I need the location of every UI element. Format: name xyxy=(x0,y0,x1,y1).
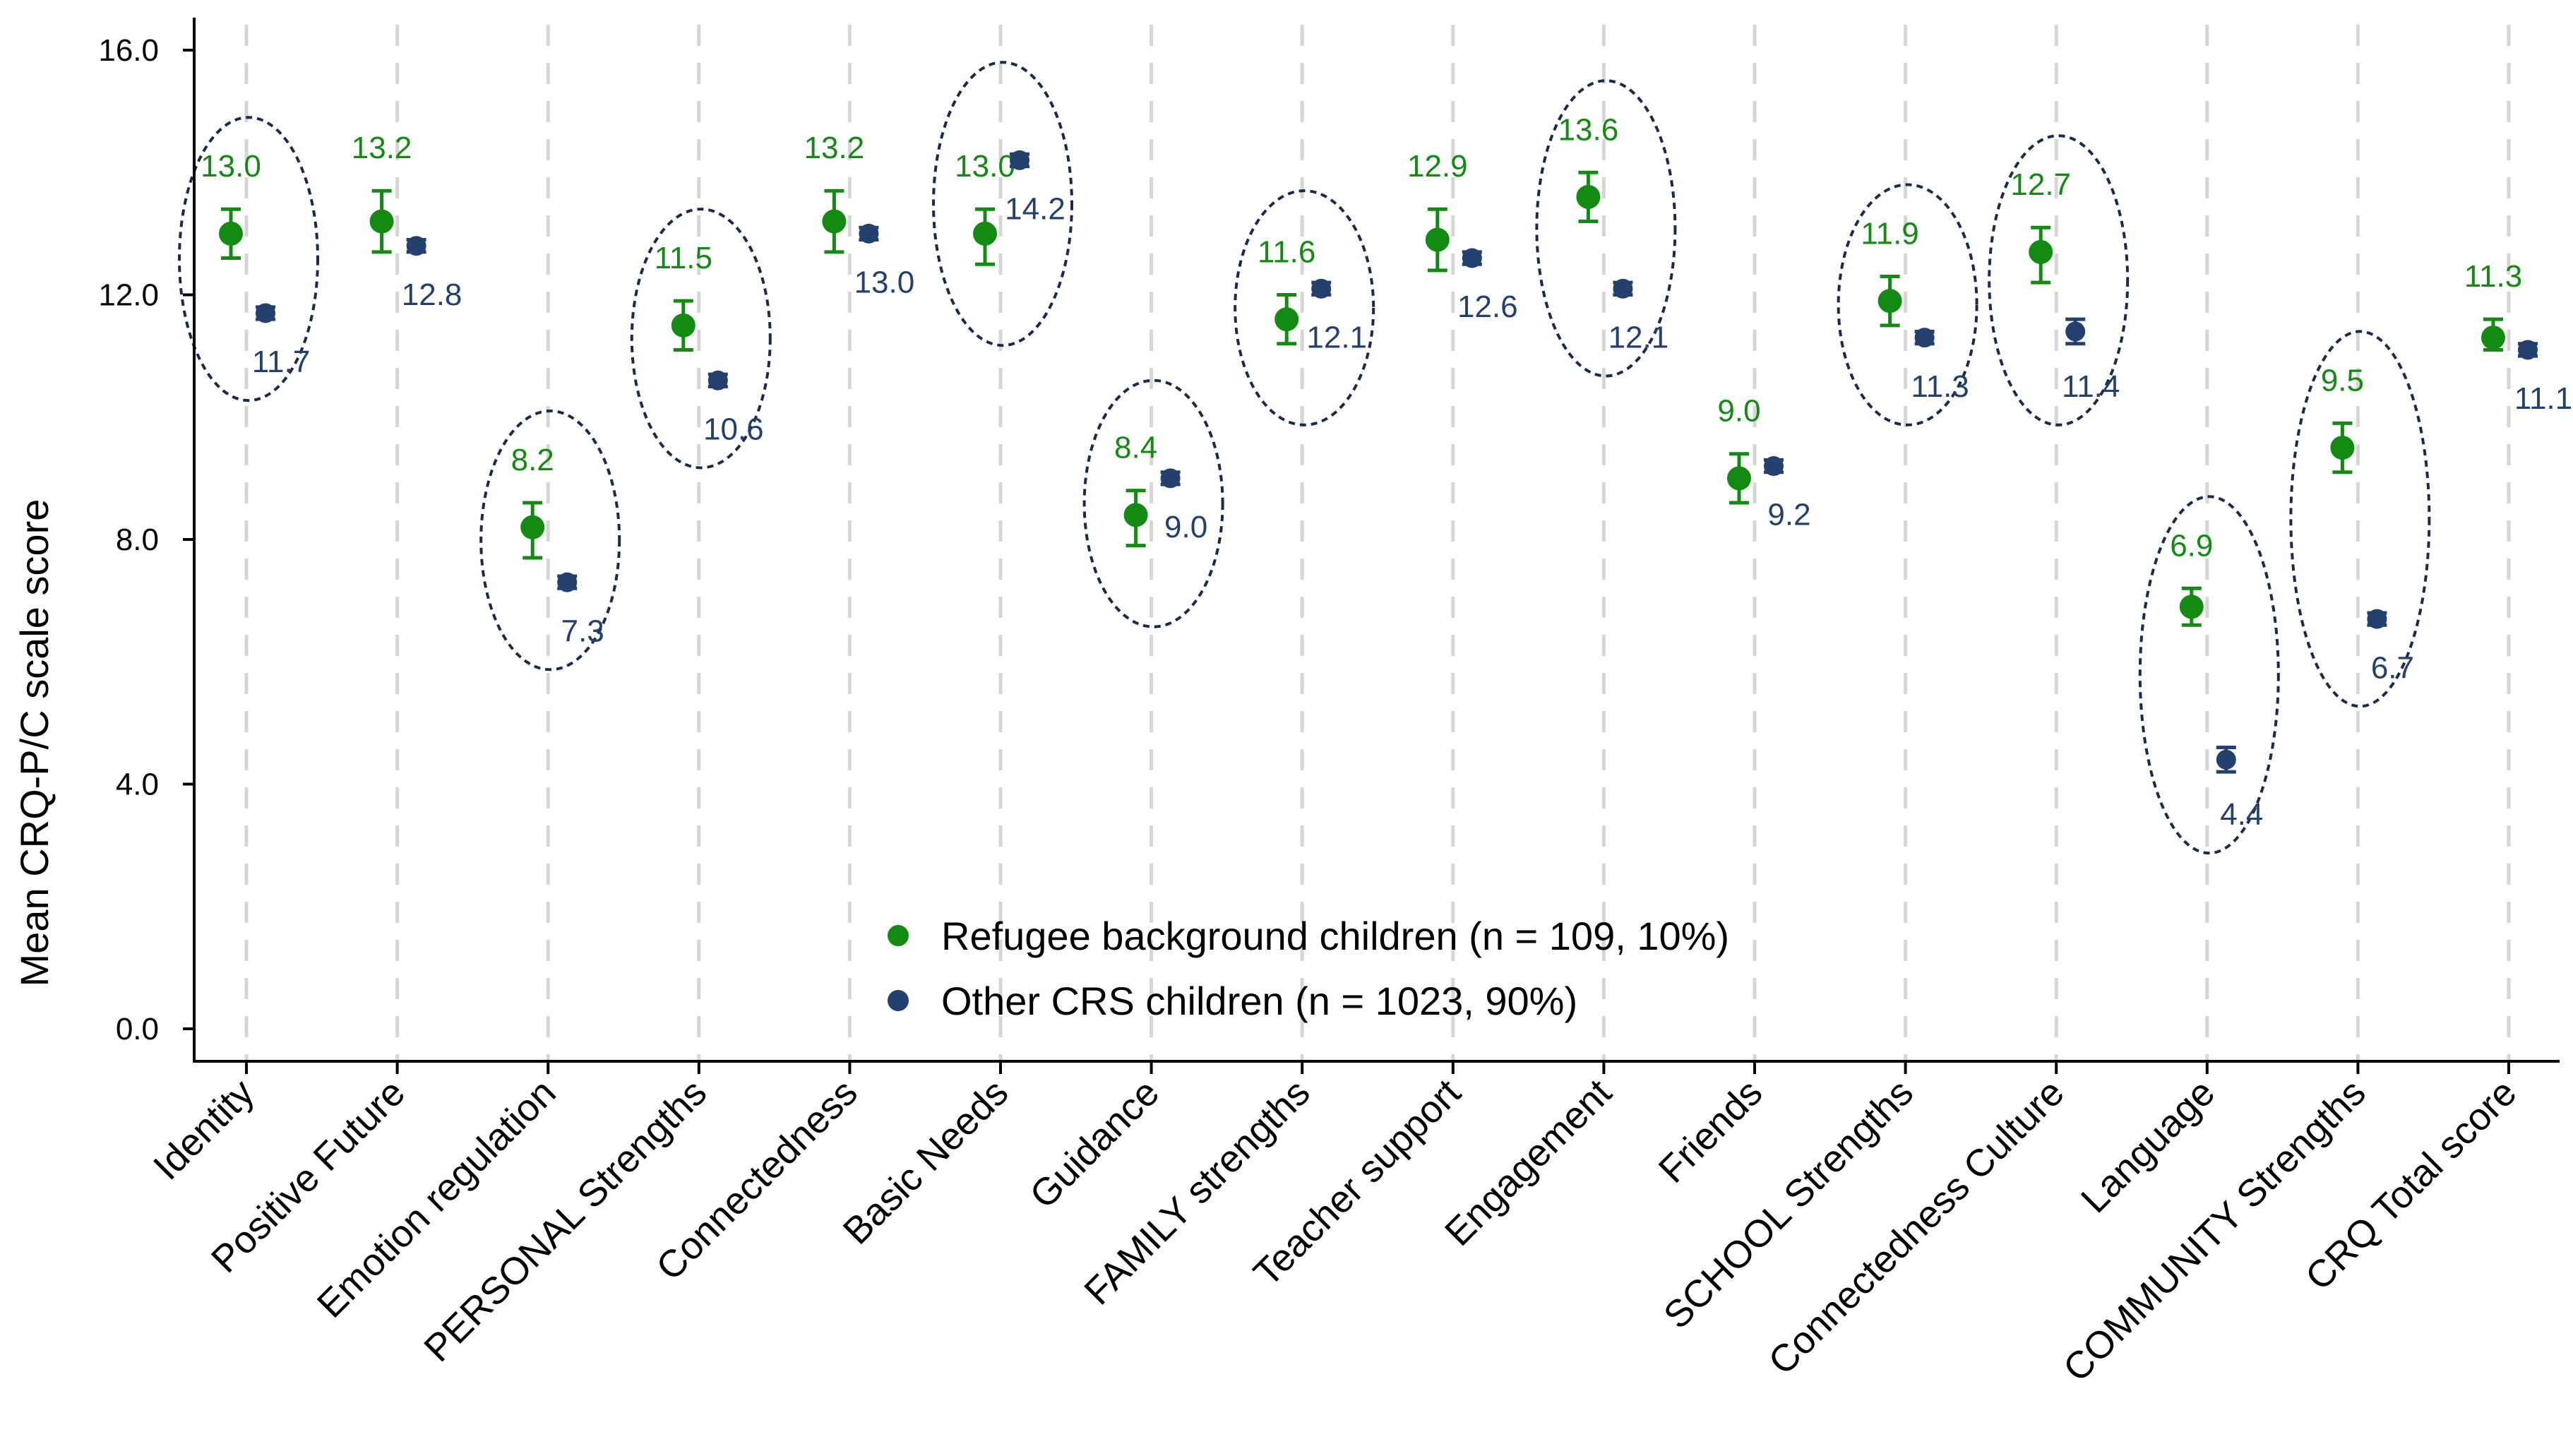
data-point xyxy=(2065,321,2086,342)
data-label: 11.1 xyxy=(2514,381,2572,416)
data-label: 9.0 xyxy=(1717,394,1760,429)
data-point xyxy=(256,303,275,323)
x-tick-label: Guidance xyxy=(1022,1071,1167,1217)
data-point xyxy=(1462,248,1482,268)
data-point xyxy=(2481,326,2505,350)
x-tick-label: Connectedness Culture xyxy=(1760,1071,2072,1383)
data-label: 6.9 xyxy=(2170,528,2213,563)
data-point xyxy=(822,209,847,234)
highlight-ellipse xyxy=(1535,79,1677,378)
data-label: 4.4 xyxy=(2220,797,2263,832)
highlight-ellipse xyxy=(1988,134,2130,426)
y-tick-label: 8.0 xyxy=(116,523,159,557)
legend-marker xyxy=(888,990,909,1011)
y-tick-label: 16.0 xyxy=(98,33,159,68)
x-tick-label: Identity xyxy=(145,1071,263,1188)
y-tick-label: 0.0 xyxy=(116,1012,159,1046)
data-point xyxy=(2029,239,2053,264)
legend-label: Refugee background children (n = 109, 10… xyxy=(941,914,1729,958)
data-label: 12.8 xyxy=(402,278,462,312)
data-point xyxy=(2518,340,2538,360)
highlight-ellipse xyxy=(178,116,319,402)
data-point xyxy=(219,221,243,246)
highlight-ellipse xyxy=(630,208,772,470)
data-label: 14.2 xyxy=(1005,192,1065,227)
data-point xyxy=(2367,609,2387,629)
data-label: 12.7 xyxy=(2010,167,2071,202)
data-label: 11.6 xyxy=(1258,235,1315,270)
data-point xyxy=(1010,150,1029,170)
data-label: 12.1 xyxy=(1608,321,1669,355)
data-point xyxy=(1123,503,1148,527)
data-label: 13.0 xyxy=(854,265,915,300)
legend-marker xyxy=(888,925,909,946)
x-tick-label: COMMUNITY Strengths xyxy=(2055,1071,2374,1390)
data-label: 10.6 xyxy=(703,412,764,446)
y-axis-title: Mean CRQ-P/C scale score xyxy=(12,499,56,987)
highlight-ellipse xyxy=(1837,183,1978,426)
x-tick-label: Friends xyxy=(1651,1071,1771,1191)
data-point xyxy=(671,313,696,338)
x-tick-label: PERSONAL Strengths xyxy=(416,1071,715,1370)
data-label: 11.9 xyxy=(1861,217,1918,251)
data-label: 12.6 xyxy=(1457,290,1518,324)
highlight-ellipse xyxy=(479,410,621,672)
data-label: 12.9 xyxy=(1407,149,1468,184)
data-point xyxy=(1613,278,1633,299)
data-point xyxy=(557,572,578,592)
data-label: 13.2 xyxy=(804,131,865,165)
data-point xyxy=(859,223,879,244)
data-marks: 13.0 13.2 8.2 11.5 13.2 13.0 8.4 11.6 12.9 13.6 9.… xyxy=(201,112,2572,832)
data-point xyxy=(708,370,728,390)
data-point xyxy=(1727,466,1751,491)
data-label: 13.0 xyxy=(955,149,1015,184)
x-tick-label: SCHOOL Strengths xyxy=(1656,1071,1921,1337)
data-label: 11.4 xyxy=(2062,369,2120,404)
data-point xyxy=(1914,328,1935,348)
data-label: 13.6 xyxy=(1558,112,1619,147)
data-point xyxy=(2330,436,2355,460)
highlight-ellipse xyxy=(932,61,1073,347)
data-label: 12.1 xyxy=(1306,321,1367,355)
data-point xyxy=(1764,456,1784,477)
data-point xyxy=(973,221,997,246)
y-tick-label: 4.0 xyxy=(116,768,159,802)
data-point xyxy=(406,236,426,256)
data-point xyxy=(1877,289,1902,314)
data-label: 9.0 xyxy=(1164,510,1207,544)
data-point xyxy=(369,209,394,234)
data-label: 8.2 xyxy=(511,443,554,477)
data-label: 11.7 xyxy=(252,345,310,379)
highlight-ellipse xyxy=(2138,495,2280,855)
data-label: 8.4 xyxy=(1114,431,1157,465)
data-label: 9.5 xyxy=(2321,363,2364,398)
data-point xyxy=(1274,307,1299,332)
data-point xyxy=(1311,278,1332,299)
data-point xyxy=(2216,749,2236,770)
data-label: 13.2 xyxy=(352,131,412,165)
gridlines xyxy=(244,25,2511,1061)
data-point xyxy=(1425,227,1450,252)
legend: Refugee background children (n = 109, 10… xyxy=(888,914,1729,1023)
legend-label: Other CRS children (n = 1023, 90%) xyxy=(941,979,1577,1023)
data-point xyxy=(2179,595,2204,619)
data-point xyxy=(1160,468,1181,489)
highlight-ellipse xyxy=(2289,330,2431,708)
data-label: 11.5 xyxy=(655,241,712,275)
data-label: 11.3 xyxy=(2464,259,2522,294)
data-point xyxy=(1576,184,1601,209)
highlight-ellipse xyxy=(1234,189,1375,426)
y-tick-label: 12.0 xyxy=(98,278,159,313)
data-label: 11.3 xyxy=(1911,369,1969,404)
highlight-ellipses xyxy=(178,61,2431,855)
data-label: 6.7 xyxy=(2371,650,2414,685)
data-label: 9.2 xyxy=(1767,498,1810,532)
x-tick-label: Language xyxy=(2073,1071,2223,1221)
data-point xyxy=(520,515,545,539)
data-label: 7.3 xyxy=(561,614,604,648)
data-label: 13.0 xyxy=(201,149,261,184)
highlight-ellipse xyxy=(1082,378,1224,628)
